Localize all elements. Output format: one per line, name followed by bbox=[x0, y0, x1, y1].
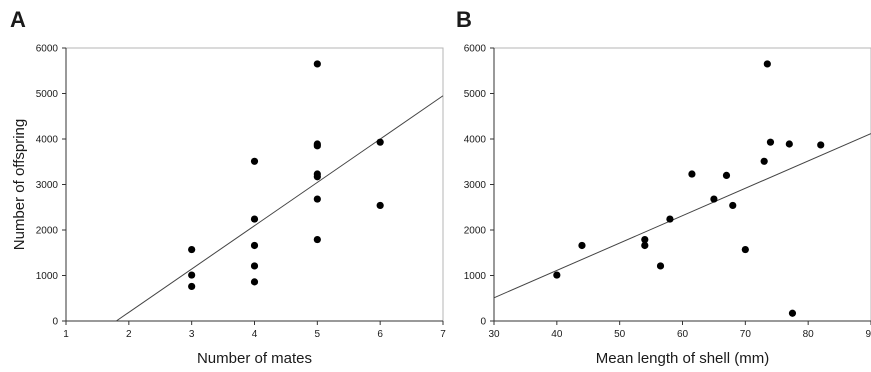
panel-b-data-point bbox=[722, 171, 731, 179]
panel-b-data-point bbox=[553, 271, 561, 279]
panel-a-y-tick-label: 3000 bbox=[36, 180, 59, 191]
panel-b-data-point bbox=[688, 170, 696, 178]
panel-a-data-point bbox=[188, 271, 196, 279]
panel-b-x-tick-label: 70 bbox=[740, 329, 752, 340]
panel-a-x-tick-label: 4 bbox=[252, 329, 258, 340]
panel-a-x-tick-label: 1 bbox=[63, 329, 69, 340]
panel-a-data-point bbox=[188, 245, 196, 254]
panel-a-data-point bbox=[250, 157, 259, 165]
panel-b-data-point bbox=[763, 60, 771, 68]
panel-a-points bbox=[188, 60, 384, 291]
panel-b-y-tick-label: 6000 bbox=[464, 44, 487, 55]
panel-a-data-point bbox=[250, 278, 259, 286]
panel-a: A 1 2 3 4 5 6 7 0 1000 2000 3000 4000 5000 6000 Numbe… bbox=[10, 7, 446, 367]
panel-b-data-point bbox=[766, 138, 775, 146]
panel-b-letter: B bbox=[456, 7, 472, 32]
panel-a-axes: 1 2 3 4 5 6 7 0 1000 2000 3000 4000 5000 6000 bbox=[36, 44, 446, 341]
panel-b-plot-frame bbox=[493, 47, 871, 322]
panel-a-data-point bbox=[313, 60, 321, 68]
panel-b-x-tick-label: 40 bbox=[551, 329, 563, 340]
panel-a-letter: A bbox=[10, 7, 26, 32]
panel-b-y-tick-label: 5000 bbox=[464, 89, 487, 100]
panel-a-data-point bbox=[313, 235, 321, 244]
panel-a-data-point bbox=[188, 282, 196, 291]
panel-a-x-tick-label: 6 bbox=[377, 329, 383, 340]
panel-a-data-point bbox=[313, 195, 321, 203]
panel-b-data-point bbox=[785, 140, 793, 148]
panel-a-y-tick-label: 0 bbox=[52, 317, 58, 328]
panel-b-data-point bbox=[641, 235, 649, 244]
panel-b-data-point bbox=[729, 201, 737, 210]
panel-b-data-point bbox=[788, 309, 797, 317]
panel-b-points bbox=[553, 60, 825, 317]
panel-a-data-point bbox=[250, 262, 259, 270]
panel-a-data-point bbox=[250, 241, 259, 250]
panel-a-y-tick-label: 2000 bbox=[36, 226, 59, 237]
panel-a-data-point bbox=[313, 142, 321, 150]
panel-a-y-tick-label: 1000 bbox=[36, 271, 59, 282]
panel-a-x-tick-label: 3 bbox=[189, 329, 195, 340]
panel-a-data-point bbox=[313, 173, 321, 181]
panel-b-x-tick-label: 30 bbox=[488, 329, 500, 340]
panel-a-data-point bbox=[376, 201, 384, 210]
panel-b-x-tick-label: 90 bbox=[865, 329, 871, 340]
panel-b-data-point bbox=[578, 241, 586, 250]
panel-b-trendline bbox=[493, 133, 871, 299]
panel-b-x-tick-label: 60 bbox=[677, 329, 689, 340]
panel-b-data-point bbox=[741, 245, 749, 254]
panel-b-data-point bbox=[656, 262, 665, 270]
panel-b-axes: 30 40 50 60 70 80 90 0 1000 2000 3000 4000 5000 6000 bbox=[464, 44, 871, 340]
panel-a-x-axis-title: Number of mates bbox=[197, 350, 312, 367]
panel-b: B 30 40 50 60 70 80 90 0 1000 2000 3000 4000 5000 600… bbox=[456, 7, 871, 367]
panel-b-x-axis-title: Mean length of shell (mm) bbox=[596, 350, 769, 367]
panel-b-y-tick-label: 0 bbox=[480, 317, 486, 328]
panel-a-x-tick-label: 5 bbox=[315, 329, 321, 340]
panel-b-data-point bbox=[817, 141, 825, 149]
panel-b-y-tick-label: 2000 bbox=[464, 226, 487, 237]
panel-a-y-tick-label: 5000 bbox=[36, 89, 59, 100]
panel-a-y-tick-label: 6000 bbox=[36, 44, 59, 55]
panel-b-x-tick-label: 80 bbox=[803, 329, 815, 340]
panel-b-x-tick-label: 50 bbox=[614, 329, 626, 340]
panel-a-trendline bbox=[115, 95, 444, 322]
panel-b-y-tick-label: 4000 bbox=[464, 135, 487, 146]
panel-b-data-point bbox=[760, 157, 768, 165]
panel-b-y-tick-label: 1000 bbox=[464, 271, 487, 282]
panel-a-x-tick-label: 2 bbox=[126, 329, 132, 340]
panel-a-data-point bbox=[376, 138, 384, 146]
panel-a-y-tick-label: 4000 bbox=[36, 135, 59, 146]
panel-b-trendline-group bbox=[493, 133, 871, 299]
panel-a-trendline-group bbox=[115, 95, 444, 322]
panel-b-data-point bbox=[710, 195, 718, 203]
panel-a-data-point bbox=[250, 215, 259, 223]
panel-a-y-axis-title: Number of offspring bbox=[11, 119, 28, 250]
panel-b-data-point bbox=[666, 215, 674, 223]
panel-a-x-tick-label: 7 bbox=[440, 329, 446, 340]
panel-b-data-point bbox=[641, 241, 649, 250]
panel-b-y-tick-label: 3000 bbox=[464, 180, 487, 191]
